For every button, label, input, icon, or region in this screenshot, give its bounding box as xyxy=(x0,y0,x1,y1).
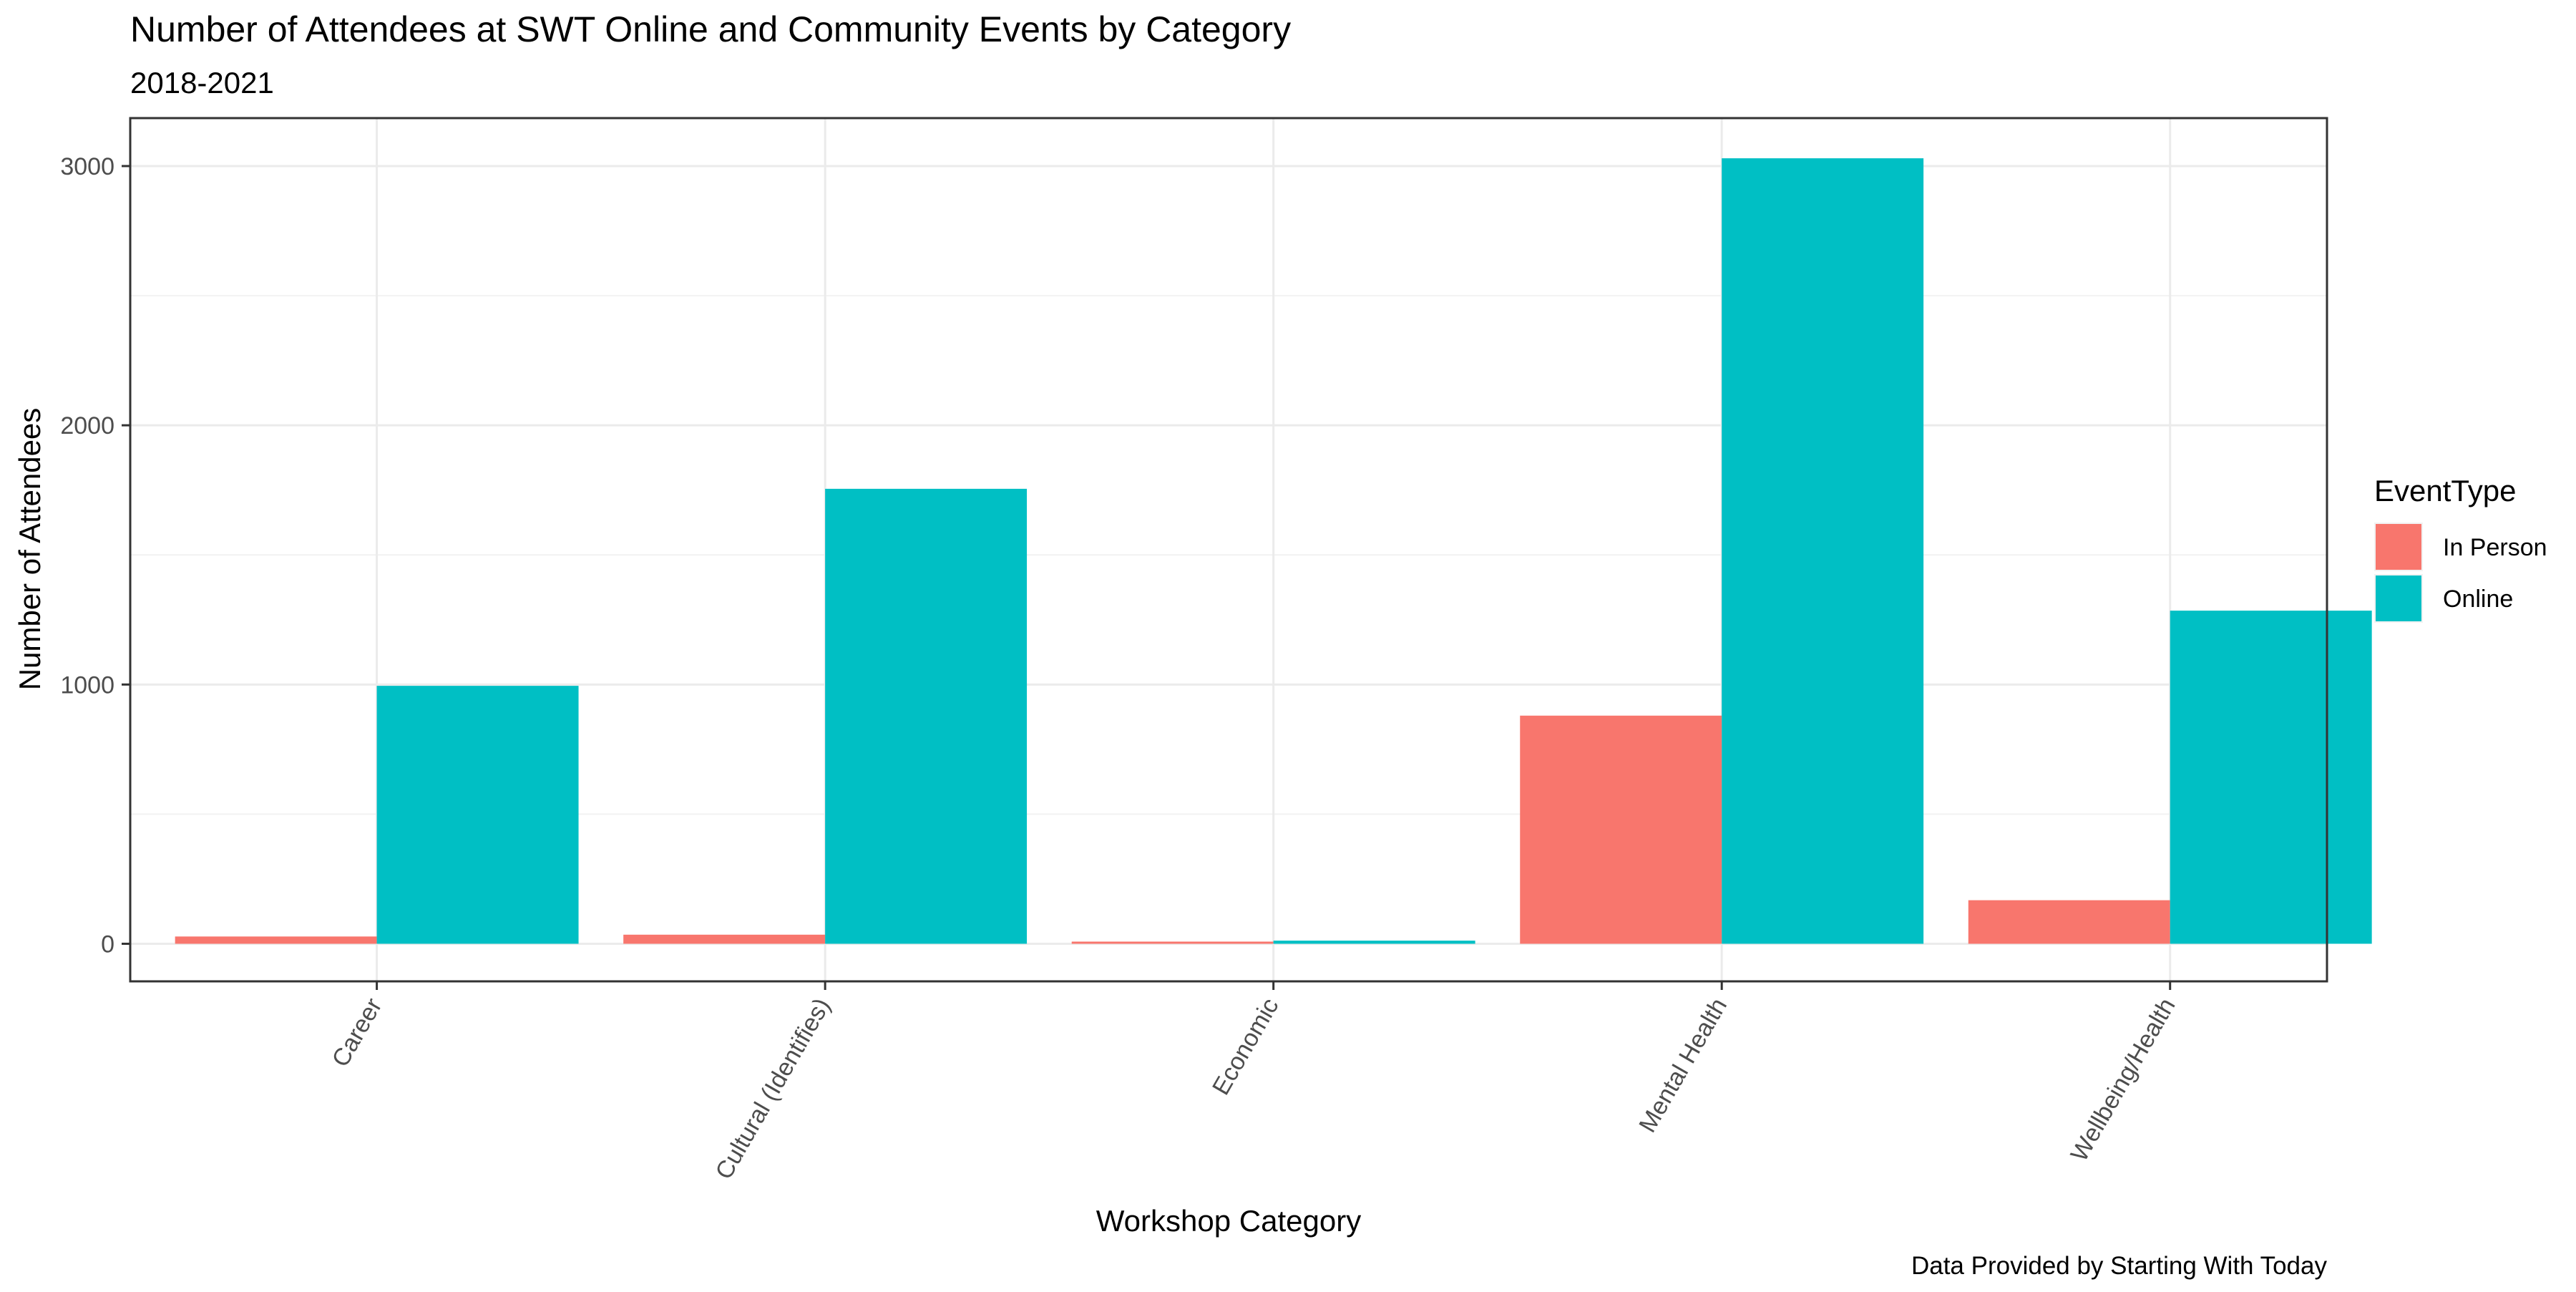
bar-online-wellbeing-health xyxy=(2170,611,2372,944)
bar-online-cultural-identifies- xyxy=(825,488,1028,944)
bar-in-person-economic xyxy=(1071,941,1274,944)
chart-caption: Data Provided by Starting With Today xyxy=(1911,1252,2328,1280)
panel-border xyxy=(129,117,2328,983)
y-tick-label: 2000 xyxy=(60,412,114,439)
y-axis-label: Number of Attendees xyxy=(13,408,47,691)
bar-in-person-career xyxy=(175,936,377,944)
bar-in-person-mental-health xyxy=(1520,715,1722,944)
legend-title: EventType xyxy=(2374,474,2516,507)
y-tick-label: 0 xyxy=(101,931,114,958)
bar-online-mental-health xyxy=(1722,158,1924,944)
bar-in-person-cultural-identifies- xyxy=(623,934,826,944)
legend-label: Online xyxy=(2443,586,2513,613)
chart-subtitle: 2018-2021 xyxy=(130,66,274,99)
legend-swatch xyxy=(2376,524,2421,570)
y-tick-label: 3000 xyxy=(60,153,114,180)
bar-in-person-wellbeing-health xyxy=(1968,900,2170,944)
legend-label: In Person xyxy=(2443,534,2547,561)
legend-swatch xyxy=(2376,575,2421,621)
bar-online-economic xyxy=(1273,941,1475,944)
bar-online-career xyxy=(376,686,579,944)
y-tick-label: 1000 xyxy=(60,671,114,699)
legend: EventType In Person Online xyxy=(2374,474,2547,623)
chart-title: Number of Attendees at SWT Online and Co… xyxy=(130,9,1291,49)
x-axis-label: Workshop Category xyxy=(1096,1204,1361,1238)
